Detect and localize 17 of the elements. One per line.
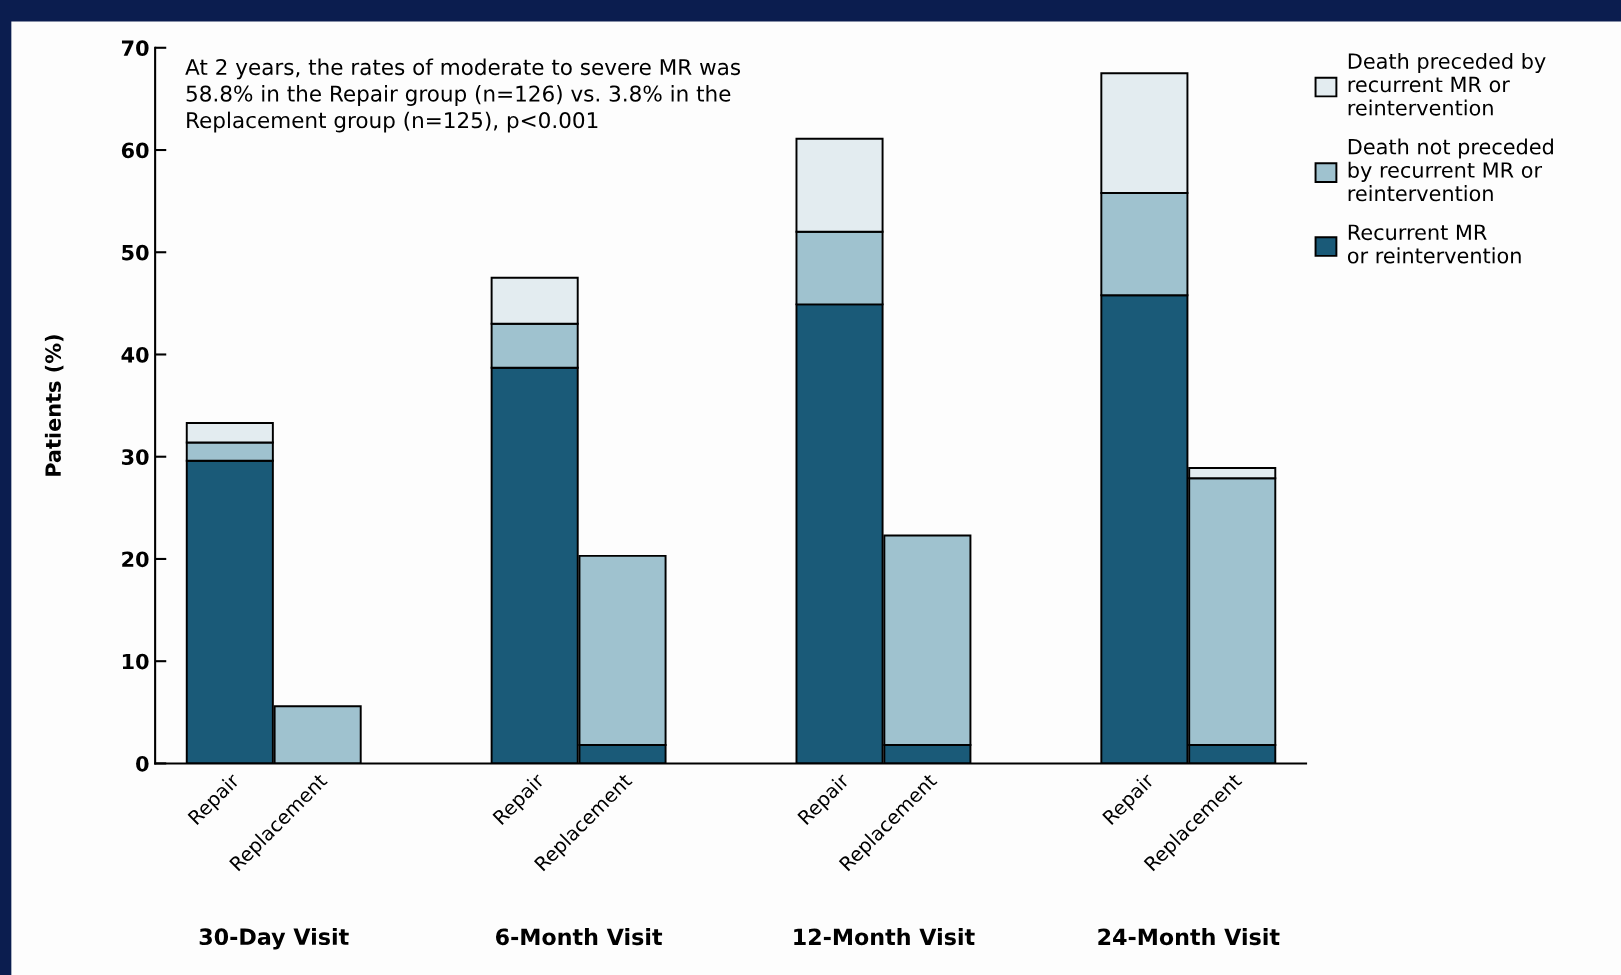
y-tick-label: 0 <box>136 755 149 772</box>
y-tick-label: 30 <box>121 449 149 465</box>
annotation: At 2 years, the rates of moderate to severe MR was 58.8% in the Repair group (n=126) vs. 3.8% in the Replacement group (n=125), p<0.001 <box>185 58 741 133</box>
text: 24-Month Visit <box>1098 928 1280 946</box>
y-tick-label: 70 <box>121 40 149 56</box>
legend-label: Recurrent MR or reintervention <box>1347 224 1521 264</box>
y-tick-label: 20 <box>122 551 149 568</box>
y-tick-label: 50 <box>122 244 149 261</box>
legend-label: Death not preceded by recurrent MR or reintervention <box>1348 138 1553 202</box>
y-tick-label: 60 <box>121 142 149 159</box>
y-axis-title: Patients (%) <box>44 335 64 476</box>
legend-label: Death preceded by recurrent MR or reintervention <box>1348 52 1546 116</box>
y-tick-label: 40 <box>121 346 149 363</box>
text: 30-Day Visit <box>199 927 349 950</box>
y-tick-label: 10 <box>122 653 149 670</box>
text: 6-Month Visit <box>496 928 663 946</box>
text: 12-Month Visit <box>794 928 975 946</box>
